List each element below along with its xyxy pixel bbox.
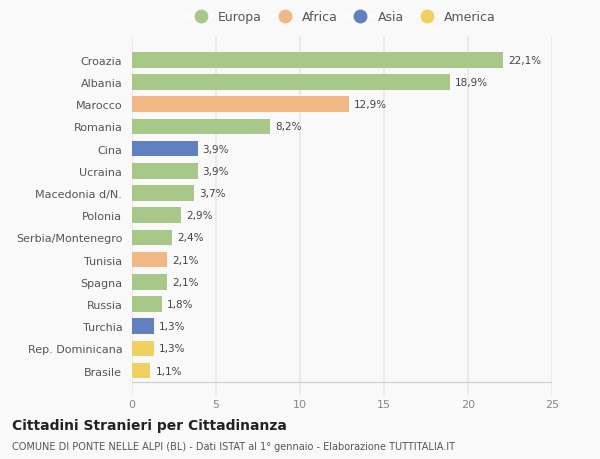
Text: 22,1%: 22,1% [508, 56, 541, 66]
Text: 1,8%: 1,8% [167, 299, 194, 309]
Bar [132, 297, 162, 312]
Text: 3,9%: 3,9% [203, 167, 229, 176]
Bar [132, 186, 194, 202]
Text: 3,9%: 3,9% [203, 144, 229, 154]
Text: 1,3%: 1,3% [159, 344, 185, 353]
Bar [132, 97, 349, 113]
Text: 2,1%: 2,1% [172, 255, 199, 265]
Bar [132, 75, 449, 90]
Bar [132, 164, 197, 179]
Bar [132, 274, 167, 290]
Bar [132, 363, 151, 379]
Text: COMUNE DI PONTE NELLE ALPI (BL) - Dati ISTAT al 1° gennaio - Elaborazione TUTTIT: COMUNE DI PONTE NELLE ALPI (BL) - Dati I… [12, 441, 455, 451]
Text: 2,4%: 2,4% [178, 233, 204, 243]
Text: 18,9%: 18,9% [455, 78, 488, 88]
Bar [132, 53, 503, 68]
Text: 3,7%: 3,7% [199, 189, 226, 199]
Text: 12,9%: 12,9% [354, 100, 387, 110]
Text: 8,2%: 8,2% [275, 122, 301, 132]
Bar [132, 141, 197, 157]
Text: 1,1%: 1,1% [155, 366, 182, 376]
Bar [132, 208, 181, 224]
Text: Cittadini Stranieri per Cittadinanza: Cittadini Stranieri per Cittadinanza [12, 418, 287, 431]
Bar [132, 252, 167, 268]
Bar [132, 119, 270, 135]
Bar [132, 230, 172, 246]
Legend: Europa, Africa, Asia, America: Europa, Africa, Asia, America [185, 9, 499, 27]
Bar [132, 341, 154, 356]
Text: 2,1%: 2,1% [172, 277, 199, 287]
Text: 2,9%: 2,9% [186, 211, 212, 221]
Bar [132, 319, 154, 334]
Text: 1,3%: 1,3% [159, 321, 185, 331]
